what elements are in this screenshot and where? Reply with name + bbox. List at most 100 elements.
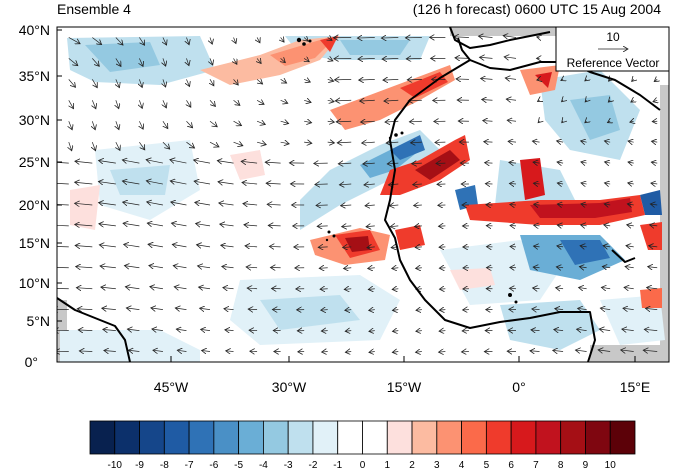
wind-vector-arrow bbox=[455, 58, 469, 59]
plot-title-left: Ensemble 4 bbox=[57, 1, 131, 17]
wind-vector-arrow bbox=[123, 202, 140, 205]
wind-vector-arrow bbox=[363, 163, 375, 164]
wind-vector-arrow bbox=[202, 351, 211, 352]
wind-vector-arrow bbox=[341, 205, 352, 206]
wind-vector-arrow bbox=[153, 350, 163, 351]
wind-vector-arrow bbox=[176, 329, 187, 330]
wind-vector-arrow bbox=[604, 225, 611, 226]
wind-vector-arrow bbox=[337, 142, 352, 143]
wind-vector-arrow bbox=[234, 37, 236, 43]
wind-vector-arrow bbox=[139, 58, 143, 66]
wind-vector-arrow bbox=[209, 100, 215, 106]
wind-vector-arrow bbox=[322, 352, 328, 353]
reference-vector-value: 10 bbox=[606, 30, 620, 44]
lat-label-20n: 20°N bbox=[19, 197, 50, 213]
wind-vector-arrow bbox=[321, 310, 328, 311]
wind-vector-arrow bbox=[344, 268, 352, 269]
wind-vector-arrow bbox=[116, 121, 119, 129]
wind-vector-arrow bbox=[79, 351, 93, 352]
wind-vector-arrow bbox=[69, 142, 72, 151]
wind-vector-arrow bbox=[531, 330, 540, 331]
wind-vector-arrow bbox=[414, 205, 422, 206]
wind-vector-arrow bbox=[69, 121, 72, 130]
lat-label-40n: 40°N bbox=[19, 22, 50, 38]
lat-label-30n: 30°N bbox=[19, 112, 50, 128]
wind-vector-arrow bbox=[607, 121, 610, 122]
reference-vector-box: 10 Reference Vector bbox=[555, 27, 669, 72]
wind-vector-arrow bbox=[647, 287, 658, 288]
wind-vector-arrow bbox=[416, 331, 422, 332]
colorbar-label: 1 bbox=[384, 460, 390, 471]
wind-vector-arrow bbox=[644, 329, 658, 330]
wind-vector-arrow bbox=[92, 79, 97, 87]
wind-vector-arrow bbox=[256, 142, 266, 144]
wind-vector-arrow bbox=[186, 100, 190, 107]
colorbar-label: -7 bbox=[185, 460, 194, 471]
wind-vector-arrow bbox=[483, 121, 493, 122]
wind-vector-arrow bbox=[335, 100, 352, 101]
wind-vector-arrow bbox=[626, 246, 634, 247]
wind-vector-arrow bbox=[649, 246, 658, 247]
wind-vector-arrow bbox=[599, 329, 611, 331]
wind-vector-arrow bbox=[361, 121, 375, 122]
wind-vector-arrow bbox=[651, 183, 658, 184]
reference-vector-label: Reference Vector bbox=[567, 56, 660, 70]
wind-vector-arrow bbox=[439, 331, 446, 332]
wind-vector-arrow bbox=[321, 331, 328, 332]
wind-vector-arrow bbox=[257, 37, 260, 42]
latitude-axis bbox=[57, 29, 62, 363]
wind-vector-arrow bbox=[57, 225, 69, 227]
colorbar-label: -2 bbox=[309, 460, 318, 471]
wind-vector-arrow bbox=[621, 350, 634, 352]
wind-vector-arrow bbox=[222, 266, 234, 267]
wind-vector-arrow bbox=[562, 100, 564, 101]
wind-vector-arrow bbox=[533, 162, 540, 163]
wind-vector-arrow bbox=[506, 99, 517, 100]
wind-vector-arrow bbox=[219, 203, 234, 205]
wind-vector-arrow bbox=[199, 287, 211, 289]
wind-vector-arrow bbox=[555, 309, 564, 310]
wind-vector-arrow bbox=[579, 287, 587, 288]
wind-vector-arrow bbox=[392, 268, 399, 269]
wind-vector-arrow bbox=[369, 352, 375, 353]
wind-vector-arrow bbox=[198, 266, 211, 268]
colorbar-swatch bbox=[213, 420, 240, 455]
wind-vector-arrow bbox=[223, 288, 234, 289]
wind-vector-arrow bbox=[623, 308, 634, 309]
wind-vector-arrow bbox=[57, 162, 69, 164]
wind-vector-arrow bbox=[100, 266, 116, 268]
colorbar-label: -4 bbox=[259, 460, 268, 471]
wind-vector-arrow bbox=[336, 121, 352, 122]
wind-vector-arrow bbox=[92, 58, 99, 66]
wind-vector-arrow bbox=[509, 162, 517, 163]
wind-vector-arrow bbox=[598, 350, 611, 352]
wind-vector-arrow bbox=[304, 142, 312, 143]
wind-vector-arrow bbox=[177, 350, 187, 351]
wind-vector-arrow bbox=[195, 202, 211, 205]
wind-vector-arrow bbox=[415, 247, 422, 248]
wind-vector-arrow bbox=[280, 100, 288, 103]
wind-vector-arrow bbox=[411, 142, 422, 143]
wind-vector-arrow bbox=[654, 79, 657, 81]
wind-vector-arrow bbox=[139, 37, 144, 45]
wind-vector-arrow bbox=[609, 79, 611, 81]
wind-vectors bbox=[57, 36, 658, 353]
wind-vector-arrow bbox=[234, 58, 237, 64]
map-frame bbox=[56, 26, 670, 363]
wind-vector-arrow bbox=[581, 204, 587, 205]
wind-vector-arrow bbox=[319, 268, 328, 269]
wind-vector-arrow bbox=[75, 161, 93, 163]
wind-vector-arrow bbox=[537, 37, 540, 38]
wind-vector-arrow bbox=[556, 267, 564, 268]
wind-vector-arrow bbox=[218, 182, 234, 184]
lon-label-15e: 15°E bbox=[620, 379, 651, 395]
wind-vector-arrow bbox=[266, 183, 281, 184]
wind-vector-arrow bbox=[102, 308, 116, 309]
colorbar-label: 2 bbox=[409, 460, 415, 471]
wind-vector-arrow bbox=[507, 120, 517, 121]
wind-vector-arrow bbox=[533, 183, 540, 184]
wind-vector-arrow bbox=[585, 79, 587, 81]
colorbar-swatch bbox=[461, 420, 487, 455]
longitude-axis bbox=[170, 356, 636, 362]
